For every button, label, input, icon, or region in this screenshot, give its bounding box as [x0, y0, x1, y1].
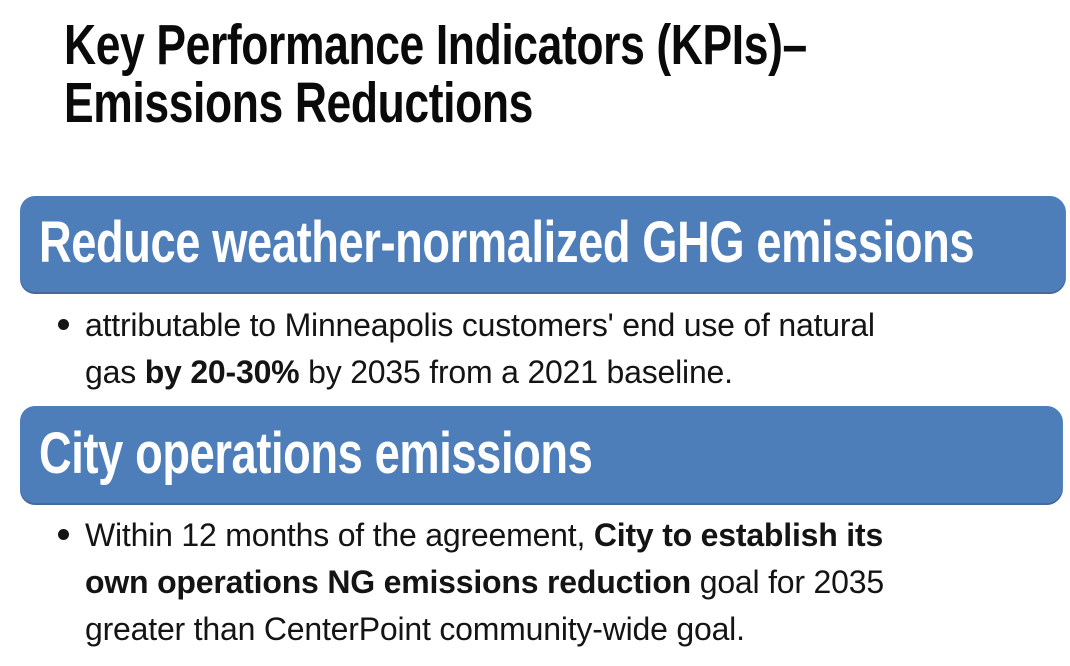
bullet-line: attributable to Minneapolis customers' e… — [85, 302, 875, 349]
bullet-dot — [58, 319, 69, 330]
bullet-text-segment-bold: by 20-30% — [144, 354, 300, 390]
bullet-text-segment: Within 12 months of the agreement, — [85, 517, 594, 553]
bullet-dot — [58, 529, 69, 540]
bullet-line: greater than CenterPoint community-wide … — [85, 606, 884, 653]
bullet-line: Within 12 months of the agreement, City … — [85, 512, 884, 559]
bullet-text-segment: by 2035 from a 2021 baseline. — [299, 354, 733, 390]
bullet-text-segment-bold: City to establish its — [593, 517, 884, 553]
bullet-line: gas by 20-30% by 2035 from a 2021 baseli… — [85, 349, 875, 396]
bullet-line: own operations NG emissions reduction go… — [85, 559, 884, 606]
bullet-text-segment: attributable to Minneapolis customers' e… — [85, 307, 875, 343]
bullet-text-segment: goal for 2035 — [691, 564, 884, 600]
slide-title: Key Performance Indicators (KPIs)– Emissi… — [64, 16, 807, 132]
slide-title-line1: Key Performance Indicators (KPIs)– — [64, 13, 807, 77]
bullet-ghg-target: attributable to Minneapolis customers' e… — [56, 302, 875, 396]
banner-ghg-emissions: Reduce weather-normalized GHG emissions — [20, 196, 1065, 292]
bullet-text-segment: greater than CenterPoint community-wide … — [85, 611, 745, 647]
bullet-text-segment-bold: own operations NG emissions reduction — [85, 564, 692, 600]
bullet-text-segment: gas — [85, 354, 145, 390]
slide-title-line2: Emissions Reductions — [64, 71, 534, 135]
banner-city-operations-label: City operations emissions — [39, 420, 593, 486]
bullet-city-goal: Within 12 months of the agreement, City … — [56, 512, 884, 653]
banner-ghg-emissions-label: Reduce weather-normalized GHG emissions — [39, 210, 975, 276]
banner-city-operations: City operations emissions — [20, 406, 1062, 503]
